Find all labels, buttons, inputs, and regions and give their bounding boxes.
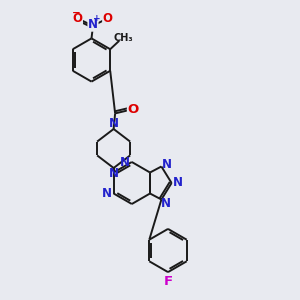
Text: N: N: [88, 18, 98, 31]
Text: +: +: [93, 14, 101, 23]
Text: N: N: [172, 176, 183, 190]
Text: F: F: [164, 274, 172, 288]
Text: CH₃: CH₃: [114, 33, 134, 43]
Text: N: N: [102, 187, 112, 200]
Text: O: O: [103, 12, 113, 25]
Text: −: −: [72, 8, 81, 18]
Text: N: N: [162, 158, 172, 171]
Text: O: O: [72, 12, 82, 25]
Text: F: F: [164, 274, 172, 287]
Text: N: N: [109, 117, 118, 130]
Text: O: O: [128, 103, 139, 116]
Text: N: N: [109, 167, 118, 180]
Text: N: N: [161, 196, 171, 210]
Text: N: N: [120, 155, 130, 169]
